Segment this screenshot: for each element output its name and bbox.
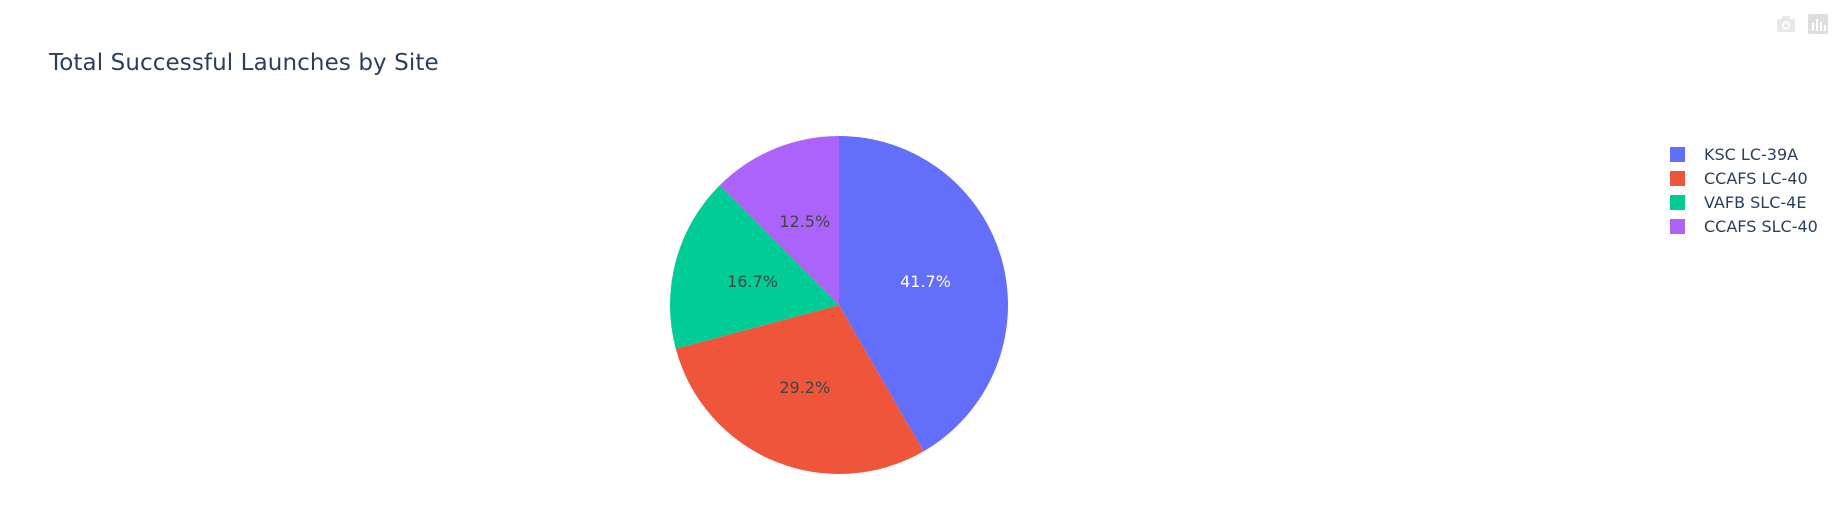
slice-percent-label: 16.7% [727, 272, 778, 291]
pie-slice-ccafs-lc-40[interactable] [675, 305, 924, 475]
legend-swatch [1670, 170, 1685, 186]
slice-percent-label: 41.7% [900, 272, 951, 291]
download-plot-button[interactable] [1776, 14, 1796, 34]
legend-swatch [1670, 146, 1685, 162]
pie-slice-ccafs-slc-40[interactable] [719, 136, 839, 305]
modebar [1776, 14, 1828, 34]
legend-label: CCAFS SLC-40 [1704, 216, 1818, 236]
plotly-logo-button[interactable] [1808, 14, 1828, 34]
legend-swatch [1670, 194, 1685, 210]
legend-item[interactable]: VAFB SLC-4E [1670, 190, 1818, 214]
legend: KSC LC-39A CCAFS LC-40 VAFB SLC-4E CCAFS SL… [1670, 142, 1818, 238]
legend-label: CCAFS LC-40 [1704, 168, 1808, 188]
legend-label: KSC LC-39A [1704, 144, 1799, 164]
legend-item[interactable]: CCAFS SLC-40 [1670, 214, 1818, 238]
camera-icon [1777, 16, 1795, 32]
slice-percent-label: 12.5% [779, 212, 830, 231]
pie-slice-vafb-slc-4e[interactable] [670, 185, 839, 349]
legend-item[interactable]: CCAFS LC-40 [1670, 166, 1818, 190]
legend-label: VAFB SLC-4E [1704, 192, 1807, 212]
chart-title: Total Successful Launches by Site [49, 50, 439, 76]
pie-slice-ksc-lc-39a[interactable] [839, 136, 1009, 452]
legend-swatch [1670, 218, 1685, 234]
legend-item[interactable]: KSC LC-39A [1670, 142, 1818, 166]
slice-percent-label: 29.2% [779, 378, 830, 397]
bar-chart-icon [1808, 14, 1828, 34]
